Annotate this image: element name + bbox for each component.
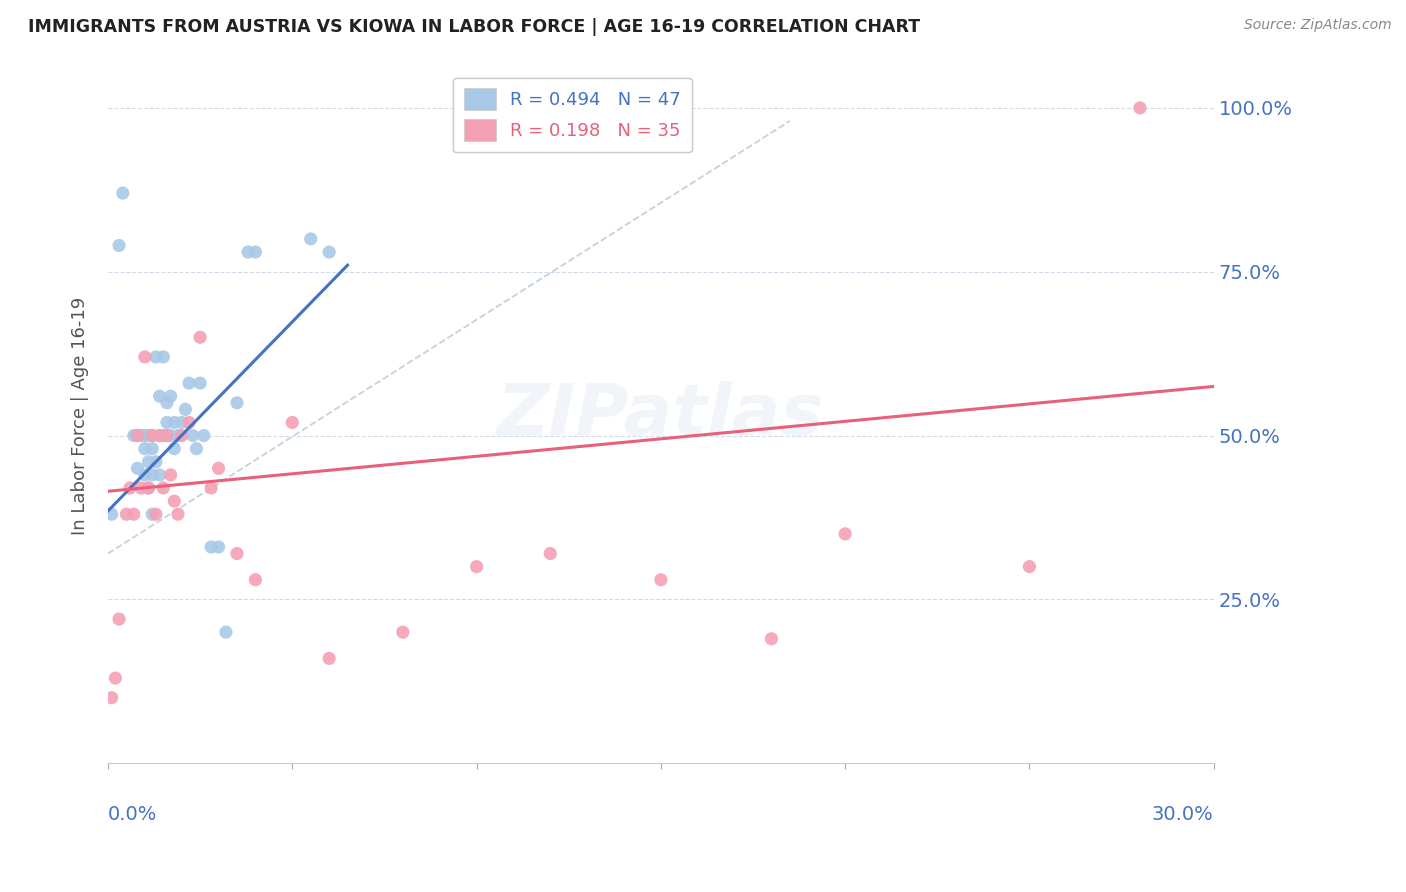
Point [141, 442, 163, 456]
Text: 30.0%: 30.0% [1152, 805, 1213, 824]
Point [163, 494, 186, 508]
Point [156, 428, 179, 442]
Point [127, 428, 149, 442]
Point [177, 416, 200, 430]
Point [122, 507, 145, 521]
Point [134, 428, 156, 442]
Point [122, 428, 145, 442]
Point [129, 481, 152, 495]
Point [120, 481, 142, 495]
Point [138, 428, 160, 442]
Point [127, 461, 149, 475]
Point [111, 186, 134, 200]
Point [318, 651, 340, 665]
Point [215, 625, 238, 640]
Point [186, 442, 208, 456]
Point [167, 507, 190, 521]
Point [138, 481, 160, 495]
Point [138, 481, 160, 495]
Point [188, 330, 211, 344]
Point [761, 632, 783, 646]
Point [159, 428, 181, 442]
Point [159, 467, 181, 482]
Text: 0.0%: 0.0% [108, 805, 157, 824]
Point [134, 350, 156, 364]
Point [188, 376, 211, 391]
Point [149, 467, 172, 482]
Point [226, 547, 249, 561]
Point [100, 690, 122, 705]
Point [149, 389, 172, 403]
Point [141, 428, 163, 442]
Point [145, 350, 167, 364]
Point [163, 442, 186, 456]
Point [207, 461, 229, 475]
Point [200, 540, 222, 554]
Point [149, 428, 172, 442]
Point [392, 625, 415, 640]
Point [1129, 101, 1152, 115]
Point [152, 350, 174, 364]
Point [650, 573, 672, 587]
Point [152, 428, 174, 442]
Point [156, 396, 179, 410]
Point [193, 428, 215, 442]
Point [108, 612, 131, 626]
Point [129, 428, 152, 442]
Point [226, 396, 249, 410]
Point [141, 507, 163, 521]
Point [174, 402, 197, 417]
Point [834, 527, 856, 541]
Point [152, 481, 174, 495]
Point [281, 416, 304, 430]
Point [245, 573, 267, 587]
Point [167, 428, 190, 442]
Point [138, 455, 160, 469]
Point [108, 238, 131, 252]
Point [245, 245, 267, 260]
Text: IMMIGRANTS FROM AUSTRIA VS KIOWA IN LABOR FORCE | AGE 16-19 CORRELATION CHART: IMMIGRANTS FROM AUSTRIA VS KIOWA IN LABO… [28, 18, 921, 36]
Legend: R = 0.494   N = 47, R = 0.198   N = 35: R = 0.494 N = 47, R = 0.198 N = 35 [453, 78, 692, 153]
Point [1018, 559, 1040, 574]
Point [115, 507, 138, 521]
Point [134, 442, 156, 456]
Point [299, 232, 322, 246]
Point [318, 245, 340, 260]
Point [145, 507, 167, 521]
Point [170, 428, 193, 442]
Point [465, 559, 488, 574]
Point [200, 481, 222, 495]
Point [104, 671, 127, 685]
Point [156, 428, 179, 442]
Point [141, 467, 163, 482]
Y-axis label: In Labor Force | Age 16-19: In Labor Force | Age 16-19 [72, 297, 89, 535]
Point [159, 389, 181, 403]
Point [538, 547, 561, 561]
Text: Source: ZipAtlas.com: Source: ZipAtlas.com [1244, 18, 1392, 32]
Point [207, 540, 229, 554]
Text: ZIPatlas: ZIPatlas [498, 382, 824, 450]
Point [145, 455, 167, 469]
Point [163, 416, 186, 430]
Point [141, 428, 163, 442]
Point [156, 416, 179, 430]
Point [134, 467, 156, 482]
Point [177, 376, 200, 391]
Point [127, 428, 149, 442]
Point [181, 428, 204, 442]
Point [236, 245, 259, 260]
Point [170, 416, 193, 430]
Point [100, 507, 122, 521]
Point [149, 428, 172, 442]
